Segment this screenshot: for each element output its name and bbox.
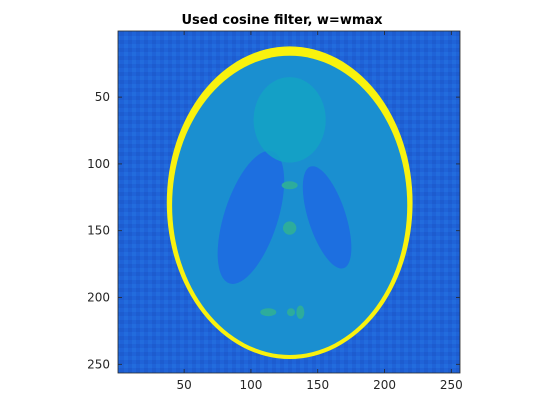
x-axis: 50 100 150 200 250 (176, 31, 463, 392)
y-tick-label: 100 (87, 157, 110, 171)
axes-box (117, 30, 461, 374)
phantom-small-dot-lower-center (286, 308, 296, 317)
phantom-small-dot-lower-left (260, 308, 277, 317)
phantom-small-dot-lower-right (296, 305, 305, 319)
plot-area (118, 31, 460, 373)
x-tick-label: 150 (306, 378, 329, 392)
x-tick-label: 200 (373, 378, 396, 392)
y-tick-label: 200 (87, 291, 110, 305)
phantom-image (166, 46, 413, 359)
x-tick-label: 100 (239, 378, 262, 392)
chart-title: Used cosine filter, w=wmax (181, 13, 383, 28)
phantom-small-dot-upper (281, 181, 298, 190)
y-tick-label: 150 (87, 224, 110, 238)
y-tick-label: 250 (87, 357, 110, 371)
y-tick-label: 50 (95, 90, 110, 104)
y-axis: 50 100 150 200 250 (87, 90, 460, 371)
x-tick-label: 50 (176, 378, 191, 392)
phantom-left-dark-ellipse (217, 150, 285, 284)
phantom-upper-central-ellipse (253, 77, 326, 163)
phantom-small-dot-middle (282, 221, 297, 235)
x-tick-label: 250 (440, 378, 463, 392)
phantom-right-dark-ellipse (302, 166, 352, 269)
